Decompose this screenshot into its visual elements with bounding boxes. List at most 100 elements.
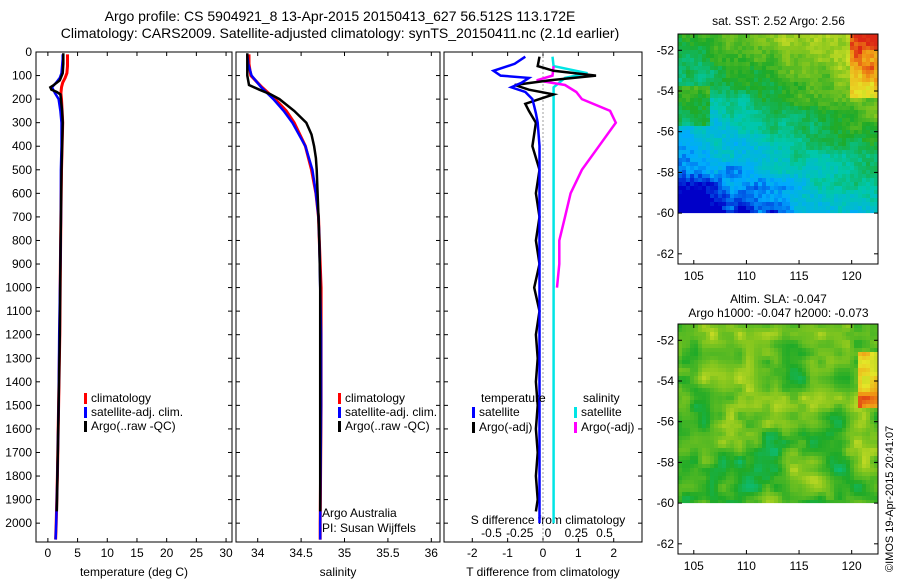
map-cell [858,356,862,360]
map-cell [818,396,822,400]
map-cell [818,384,822,388]
map-cell [790,142,794,146]
map-cell [718,352,722,356]
map-cell [826,114,830,118]
map-lon-label: 120 [842,269,862,283]
map-cell [802,150,806,154]
map-cell [846,114,850,118]
map-cell [694,162,698,166]
map-cell [686,138,690,142]
map-cell [810,106,814,110]
map-cell [690,74,694,78]
map-cell [726,158,730,162]
map-cell [814,384,818,388]
map-cell [874,86,878,90]
map-cell [766,90,770,94]
map-cell [798,420,802,424]
map-cell [774,436,778,440]
map-cell [794,464,798,468]
map-cell [690,122,694,126]
map-cell [750,54,754,58]
map-cell [730,66,734,70]
map-cell [814,70,818,74]
map-cell [874,190,878,194]
map-cell [678,154,682,158]
map-cell [742,190,746,194]
map-cell [814,484,818,488]
map-cell [858,352,862,356]
map-cell [806,456,810,460]
map-cell [710,94,714,98]
map-cell [854,62,858,66]
map-cell [754,396,758,400]
map-cell [826,376,830,380]
map-cell [762,356,766,360]
map-cell [690,464,694,468]
map-cell [790,356,794,360]
map-cell [690,492,694,496]
map-cell [838,400,842,404]
map-cell [802,46,806,50]
map-cell [698,38,702,42]
map-cell [850,170,854,174]
map-cell [870,500,874,504]
map-cell [826,496,830,500]
map-cell [730,146,734,150]
map-cell [778,58,782,62]
map-cell [874,360,878,364]
map-cell [694,98,698,102]
map-cell [734,178,738,182]
map-cell [838,198,842,202]
map-cell [806,440,810,444]
map-cell [710,82,714,86]
map-cell [854,66,858,70]
map-cell [814,186,818,190]
map-cell [702,170,706,174]
map-cell [858,476,862,480]
map-cell [710,460,714,464]
map-cell [718,194,722,198]
map-cell [874,352,878,356]
map-cell [770,50,774,54]
map-cell [682,198,686,202]
map-cell [678,392,682,396]
map-cell [718,412,722,416]
map-cell [774,162,778,166]
map-cell [838,110,842,114]
map-cell [814,154,818,158]
map-cell [766,424,770,428]
map-cell [810,210,814,214]
map-cell [874,384,878,388]
map-cell [758,182,762,186]
map-cell [822,452,826,456]
map-cell [778,182,782,186]
map-cell [754,194,758,198]
map-cell [718,122,722,126]
map-cell [722,444,726,448]
map-cell [690,98,694,102]
map-cell [754,404,758,408]
map-cell [718,388,722,392]
map-cell [710,392,714,396]
map-cell [790,146,794,150]
map-cell [870,206,874,210]
map-cell [682,328,686,332]
map-cell [742,348,746,352]
map-cell [766,70,770,74]
map-cell [706,166,710,170]
map-cell [874,364,878,368]
map-cell [798,436,802,440]
map-cell [710,364,714,368]
map-cell [786,130,790,134]
map-cell [738,86,742,90]
map-cell [746,78,750,82]
map-cell [758,456,762,460]
map-cell [742,186,746,190]
map-cell [810,142,814,146]
map-cell [678,344,682,348]
map-cell [762,424,766,428]
map-cell [686,206,690,210]
map-cell [870,202,874,206]
map-cell [726,464,730,468]
map-cell [718,400,722,404]
